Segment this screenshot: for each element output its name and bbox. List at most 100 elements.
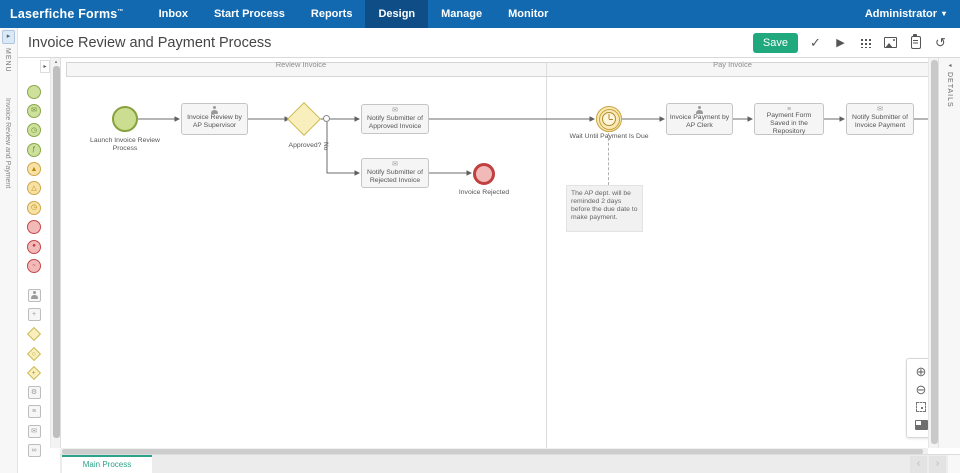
horizontal-scrollbar-thumb[interactable] (62, 448, 923, 454)
save-button[interactable]: Save (752, 32, 798, 53)
nav-item-inbox[interactable]: Inbox (158, 8, 188, 20)
nav-item-reports[interactable]: Reports (310, 8, 353, 20)
shape-palette: ✉ ◷ ƒ ▲ △ ◷ ● ~ + ○ + ⚙ ≡ ✉ ∞ (18, 58, 50, 473)
throw-message-intermediate-event-icon: ▲ (27, 162, 41, 177)
email-task-icon: ✉ (877, 106, 883, 113)
start-event-node[interactable] (112, 106, 138, 132)
palette-business-rule-task[interactable]: ≡ (27, 404, 41, 419)
header-toolbar: Save ✓ ▶ ↺ (752, 32, 948, 53)
user-task-icon (211, 106, 219, 114)
palette-script-start-event[interactable]: ƒ (27, 142, 41, 157)
user-menu[interactable]: Administrator ▾ (864, 8, 946, 20)
task-save-repository[interactable]: ≡ Payment Form Saved in the Repository (754, 103, 824, 135)
details-rail: ◂ DETAILS (938, 58, 960, 448)
palette-exclusive-gateway[interactable] (26, 327, 42, 342)
scroll-up-icon[interactable]: ▴ (54, 59, 58, 65)
timer-event-node[interactable] (596, 106, 622, 132)
palette-timer-intermediate-event[interactable]: ◷ (27, 200, 41, 215)
error-end-event-icon: ~ (27, 259, 41, 274)
exclusive-gateway-icon (26, 327, 42, 342)
menu-rail: ▸ MENU Invoice Review and Payment (0, 28, 18, 473)
image-glyph (884, 37, 897, 48)
nav-item-design[interactable]: Design (365, 0, 429, 28)
branch-no-label: No (322, 142, 329, 151)
palette-collapse-icon[interactable]: ▸ (40, 60, 50, 73)
link-task-icon: ∞ (27, 444, 41, 458)
undo-icon[interactable]: ↺ (935, 34, 946, 50)
minimap-icon (914, 420, 928, 430)
vertical-scrollbar[interactable] (928, 58, 938, 448)
grid-icon[interactable] (858, 35, 873, 50)
details-expand-icon[interactable]: ◂ (948, 63, 952, 69)
flow-connectors (138, 116, 928, 176)
nav-item-manage[interactable]: Manage (441, 8, 483, 20)
palette-scrollbar[interactable]: ▴ (50, 58, 60, 448)
process-header: Invoice Review and Payment Process Save … (18, 28, 960, 58)
palette-throw-message-intermediate-event[interactable]: ▲ (27, 162, 41, 177)
lane-review-invoice[interactable]: Review Invoice (275, 60, 327, 69)
zoom-panel: ⊕ ⊖ (906, 358, 928, 438)
task-invoice-payment[interactable]: Invoice Payment by AP Clerk (666, 103, 733, 135)
horizontal-scrollbar[interactable] (60, 448, 928, 454)
annotation-note[interactable]: The AP dept. will be reminded 2 days bef… (566, 185, 643, 232)
fit-icon (916, 402, 926, 412)
vertical-scrollbar-thumb[interactable] (930, 60, 938, 444)
run-process-icon[interactable]: ▶ (836, 36, 845, 49)
minimap-button[interactable] (912, 417, 928, 433)
snapshot-icon[interactable] (883, 35, 898, 50)
nav-item-monitor[interactable]: Monitor (508, 8, 549, 20)
palette-message-start-event[interactable]: ✉ (27, 103, 41, 118)
palette-error-end-event[interactable]: ~ (27, 259, 41, 274)
clock-icon (602, 112, 616, 126)
nav-item-start-process[interactable]: Start Process (213, 8, 285, 20)
end-event-invoice-rejected[interactable] (473, 163, 495, 185)
task-notify-payment[interactable]: ✉ Notify Submitter of Invoice Payment (846, 103, 914, 135)
palette-catch-message-intermediate-event[interactable]: △ (27, 181, 41, 196)
palette-start-event[interactable] (27, 84, 41, 99)
business-rule-task-icon: ≡ (27, 405, 41, 419)
clipboard-glyph (910, 34, 921, 49)
catch-message-intermediate-event-icon: △ (27, 181, 41, 196)
tab-scroll-right-icon[interactable]: › (929, 456, 946, 473)
diagram-canvas[interactable]: Review Invoice Pay Invoice Launch Invoic… (60, 58, 928, 448)
email-task-icon: ✉ (27, 424, 41, 438)
palette-end-event[interactable] (27, 220, 41, 235)
task-notify-approved[interactable]: ✉ Notify Submitter of Approved Invoice (361, 104, 429, 134)
default-flow-marker (323, 115, 330, 122)
app-logo: Laserfiche Forms™ (10, 7, 124, 21)
menu-expand-icon[interactable]: ▸ (2, 30, 15, 44)
scrollbar-corner (928, 448, 938, 454)
timer-start-event-icon: ◷ (27, 123, 41, 138)
clipboard-icon[interactable] (908, 34, 923, 50)
page-title: Invoice Review and Payment Process (28, 34, 272, 51)
task-notify-rejected[interactable]: ✉ Notify Submitter of Rejected Invoice (361, 158, 429, 188)
palette-link-task[interactable]: ∞ (27, 443, 41, 458)
lane-pay-invoice[interactable]: Pay Invoice (713, 60, 752, 69)
tab-scroll-left-icon[interactable]: ‹ (910, 456, 927, 473)
task-invoice-review[interactable]: Invoice Review by AP Supervisor (181, 103, 248, 135)
caret-down-icon: ▾ (941, 9, 946, 18)
palette-scrollbar-thumb[interactable] (52, 66, 60, 438)
fit-to-screen-button[interactable] (912, 399, 928, 415)
grid-glyph (859, 37, 872, 48)
palette-inclusive-gateway[interactable]: ○ (26, 346, 42, 361)
palette-terminate-end-event[interactable]: ● (27, 239, 41, 254)
validate-icon[interactable]: ✓ (810, 34, 821, 50)
service-task-icon: ⚙ (27, 385, 41, 399)
palette-parallel-gateway[interactable]: + (26, 365, 42, 381)
end-event-label: Invoice Rejected (458, 189, 510, 196)
palette-timer-start-event[interactable]: ◷ (27, 123, 41, 138)
palette-user-task[interactable] (27, 288, 41, 303)
palette-service-task[interactable]: ⚙ (27, 385, 41, 400)
zoom-in-button[interactable]: ⊕ (915, 363, 927, 379)
start-event-icon (27, 84, 41, 99)
menu-rail-label: MENU (4, 48, 11, 73)
tab-main-process[interactable]: Main Process (62, 455, 152, 473)
palette-subprocess[interactable]: + (27, 307, 41, 322)
user-task-icon (27, 288, 41, 302)
palette-email-task[interactable]: ✉ (27, 424, 41, 439)
zoom-out-button[interactable]: ⊖ (915, 381, 927, 397)
timer-intermediate-event-icon: ◷ (27, 200, 41, 215)
email-task-icon: ✉ (392, 107, 398, 114)
details-label[interactable]: DETAILS (946, 72, 953, 108)
